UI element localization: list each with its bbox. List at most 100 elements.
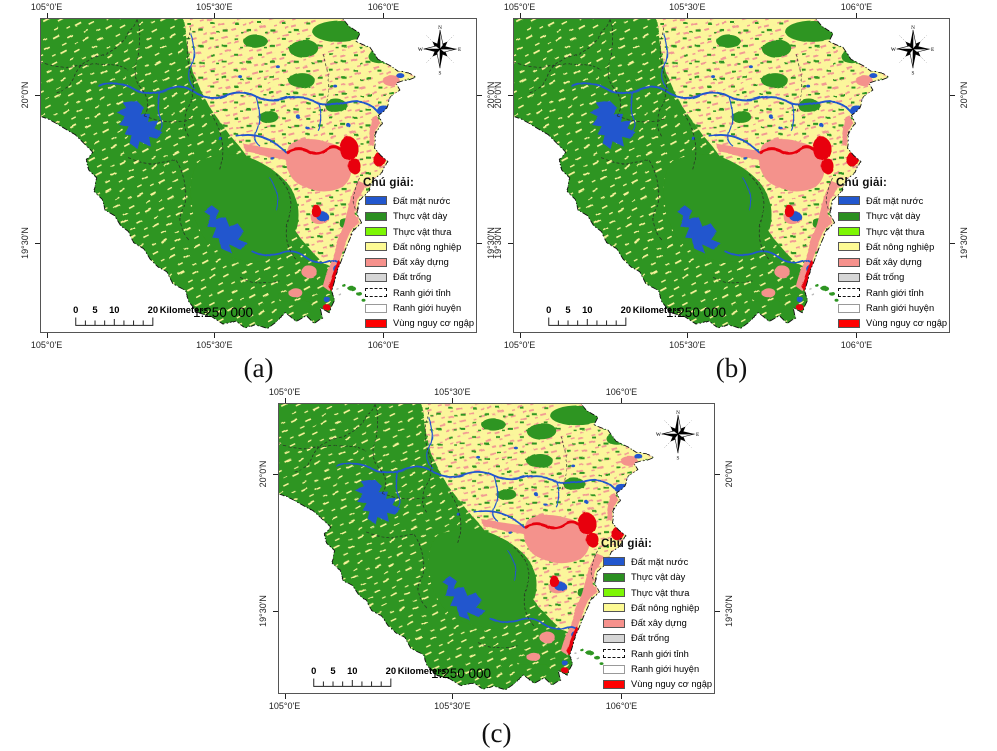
legend-swatch-province-boundary: [365, 288, 387, 298]
legend-swatch-dense-vegetation: [365, 211, 387, 221]
lon-label-bottom: 105°0'E: [268, 701, 301, 711]
legend-item: Đất mặt nước: [833, 193, 947, 208]
legend-item: Đất trống: [833, 270, 947, 285]
legend-swatch-agriculture: [603, 603, 625, 613]
axis-tick: [383, 13, 385, 18]
panel-a: 105°0'E 105°30'E 106°0'E 105°0'E 105°30'…: [0, 0, 497, 383]
legend-item: Thực vật dày: [833, 209, 947, 224]
panel-caption-c: (c): [481, 718, 512, 748]
axis-tick: [715, 474, 720, 475]
map-frame: Chú giải: Đất mặt nước Thực vật dày Thực…: [513, 18, 950, 333]
legend-item: Ranh giới huyện: [360, 300, 474, 315]
axis-tick: [214, 13, 216, 18]
legend-item: Vùng nguy cơ ngập: [598, 677, 712, 692]
lon-label-top: 106°0'E: [367, 2, 400, 12]
lon-label-top: 105°0'E: [30, 2, 63, 12]
compass-rose-icon: [417, 24, 462, 76]
legend-swatch-agriculture: [838, 242, 860, 252]
lon-label-top: 105°30'E: [434, 387, 471, 397]
axis-tick: [284, 694, 286, 699]
legend-swatch-bare-land: [838, 272, 860, 282]
map-frame: Chú giải: Đất mặt nước Thực vật dày Thực…: [40, 18, 477, 333]
legend-swatch-built-up: [365, 257, 387, 267]
map-b: 105°0'E 105°30'E 106°0'E 105°0'E 105°30'…: [493, 2, 969, 383]
legend-swatch-water: [838, 196, 860, 206]
legend-item: Đất mặt nước: [360, 193, 474, 208]
axis-tick: [519, 333, 521, 338]
axis-tick: [950, 242, 955, 244]
legend-swatch-water: [365, 196, 387, 206]
axis-tick: [621, 398, 623, 403]
legend-item: Ranh giới tỉnh: [833, 285, 947, 300]
axis-tick: [35, 94, 40, 96]
legend-item: Đất trống: [360, 270, 474, 285]
lon-label-top: 105°30'E: [196, 2, 233, 12]
axis-tick: [687, 13, 689, 18]
legend-swatch-dense-vegetation: [838, 211, 860, 221]
lon-label-bottom: 106°0'E: [605, 701, 638, 711]
legend-item: Ranh giới huyện: [833, 300, 947, 315]
legend-swatch-bare-land: [365, 272, 387, 282]
legend-item: Đất mặt nước: [598, 554, 712, 569]
axis-tick: [273, 610, 278, 612]
axis-tick: [273, 474, 278, 475]
axis-tick: [477, 94, 482, 96]
axis-tick: [687, 333, 689, 338]
legend-item: Đất nông nghiệp: [598, 600, 712, 615]
lon-label-bottom: 105°30'E: [669, 340, 706, 350]
legend-item: Thực vật thưa: [833, 224, 947, 239]
legend-item: Thực vật dày: [598, 570, 712, 585]
scale-ratio: 1:250 000: [193, 305, 254, 320]
lon-label-top: 106°0'E: [605, 387, 638, 397]
axis-tick: [452, 398, 454, 403]
legend-swatch-district-boundary: [838, 303, 860, 313]
axis-tick: [383, 333, 385, 338]
legend-title: Chú giải:: [836, 177, 887, 190]
legend: Chú giải: Đất mặt nước Thực vật dày Thực…: [833, 177, 947, 331]
legend-swatch-sparse-vegetation: [365, 227, 387, 237]
axis-tick: [477, 242, 482, 244]
legend-item: Ranh giới tỉnh: [360, 285, 474, 300]
axis-tick: [508, 242, 513, 244]
legend-item: Đất xây dựng: [598, 616, 712, 631]
legend: Chú giải: Đất mặt nước Thực vật dày Thực…: [598, 538, 712, 692]
panel-b: 105°0'E 105°30'E 106°0'E 105°0'E 105°30'…: [493, 0, 997, 383]
axis-tick: [214, 333, 216, 338]
axis-tick: [950, 94, 955, 96]
legend-item: Thực vật thưa: [598, 585, 712, 600]
legend-swatch-flood-risk: [838, 318, 860, 328]
lon-label-bottom: 106°0'E: [367, 340, 400, 350]
legend-swatch-district-boundary: [365, 303, 387, 313]
legend-item: Thực vật thưa: [360, 224, 474, 239]
legend-swatch-province-boundary: [603, 649, 625, 659]
legend-swatch-province-boundary: [838, 288, 860, 298]
compass-rose-icon: [655, 409, 700, 461]
legend-item: Đất trống: [598, 631, 712, 646]
legend-item: Vùng nguy cơ ngập: [360, 316, 474, 331]
axis-tick: [519, 13, 521, 18]
legend-title: Chú giải:: [363, 177, 414, 190]
legend-item: Ranh giới huyện: [598, 661, 712, 676]
lon-label-bottom: 105°30'E: [434, 701, 471, 711]
lon-label-top: 106°0'E: [840, 2, 873, 12]
axis-tick: [856, 13, 858, 18]
compass-rose-icon: [890, 24, 935, 76]
legend-swatch-district-boundary: [603, 664, 625, 674]
legend-swatch-water: [603, 557, 625, 567]
lon-label-top: 105°0'E: [503, 2, 536, 12]
legend-swatch-dense-vegetation: [603, 572, 625, 582]
panel-c: 105°0'E 105°30'E 106°0'E 105°0'E 105°30'…: [236, 382, 761, 751]
legend-item: Vùng nguy cơ ngập: [833, 316, 947, 331]
map-c: 105°0'E 105°30'E 106°0'E 105°0'E 105°30'…: [258, 387, 734, 748]
legend-swatch-bare-land: [603, 633, 625, 643]
lon-label-top: 105°0'E: [268, 387, 301, 397]
axis-tick: [46, 333, 48, 338]
axis-tick: [452, 694, 454, 699]
legend-swatch-agriculture: [365, 242, 387, 252]
lon-label-top: 105°30'E: [669, 2, 706, 12]
legend-item: Đất nông nghiệp: [360, 239, 474, 254]
lon-label-bottom: 105°0'E: [30, 340, 63, 350]
legend-swatch-sparse-vegetation: [838, 227, 860, 237]
map-a: 105°0'E 105°30'E 106°0'E 105°0'E 105°30'…: [20, 2, 496, 383]
axis-tick: [508, 94, 513, 96]
